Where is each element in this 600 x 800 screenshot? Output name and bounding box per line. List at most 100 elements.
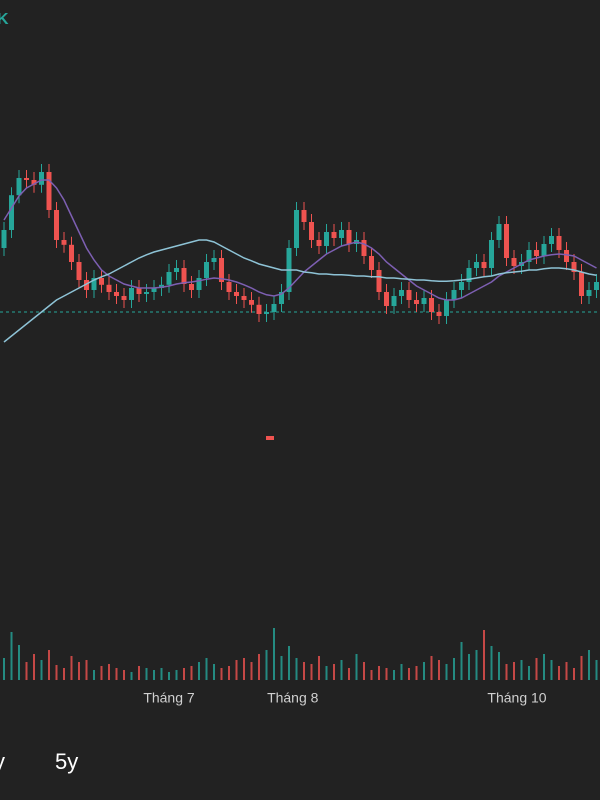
volume-bar — [490, 646, 493, 680]
volume-bar — [228, 666, 230, 680]
candle-body — [406, 290, 412, 300]
candle-body — [144, 292, 149, 294]
volume-bar — [588, 650, 590, 680]
candle-body — [489, 240, 494, 268]
candle-body — [151, 288, 157, 292]
volume-bar — [10, 632, 13, 680]
candle-body — [76, 262, 82, 280]
volume-bar — [535, 658, 538, 680]
candle-body — [54, 210, 59, 240]
volume-bar — [475, 650, 478, 680]
volume-bar — [295, 658, 298, 680]
candle-body — [346, 230, 352, 244]
volume-bar — [85, 660, 88, 680]
volume-bar — [558, 666, 560, 680]
range-button[interactable]: 5y — [55, 749, 78, 774]
volume-bar — [190, 666, 193, 680]
candle-body — [234, 292, 239, 296]
candle-body — [309, 222, 314, 240]
candle-body — [324, 232, 329, 246]
volume-bar — [288, 646, 290, 680]
candle-body — [219, 258, 224, 282]
volume-bar — [393, 670, 395, 680]
volume-bar — [243, 658, 245, 680]
candle-body — [249, 300, 254, 305]
volume-bar — [595, 660, 598, 680]
marker — [266, 436, 274, 440]
volume-bar — [160, 668, 163, 680]
candle-body — [31, 180, 37, 185]
volume-bar — [123, 670, 125, 680]
candle-body — [174, 268, 179, 272]
volume-bar — [213, 664, 215, 680]
candle-body — [526, 250, 532, 262]
volume-bar — [63, 668, 65, 680]
volume-bar — [145, 668, 148, 680]
volume-bar — [250, 662, 253, 680]
candle-body — [99, 278, 104, 285]
volume-bar — [258, 654, 260, 680]
volume-bar — [528, 666, 530, 680]
candle-body — [159, 284, 164, 288]
ticker: K — [0, 11, 9, 28]
volume-bar — [40, 660, 43, 680]
volume-bar — [483, 630, 485, 680]
volume-bar — [408, 668, 410, 680]
volume-bar — [318, 656, 320, 680]
candle-body — [181, 268, 187, 284]
candle-body — [466, 268, 472, 282]
volume-bar — [415, 666, 418, 680]
candle-body — [39, 172, 44, 185]
candle-body — [444, 300, 449, 316]
candle-body — [541, 244, 547, 256]
candle-body — [481, 262, 487, 268]
volume-bar — [205, 658, 208, 680]
volume-bar — [265, 650, 268, 680]
volume-bar — [303, 662, 305, 680]
candle-body — [294, 210, 299, 248]
candle-body — [564, 250, 569, 262]
volume-bar — [273, 628, 275, 680]
volume-bar — [100, 666, 103, 680]
moving-average — [3, 179, 597, 301]
volume-bar — [573, 668, 575, 680]
candle-body — [391, 296, 397, 306]
volume-bar — [363, 662, 365, 680]
candle-body — [84, 280, 89, 290]
volume-bar — [498, 652, 500, 680]
candle-body — [436, 312, 442, 316]
volume-bar — [18, 645, 20, 680]
range-button[interactable]: y — [0, 749, 5, 774]
volume-bar — [385, 668, 388, 680]
candle-body — [129, 288, 134, 300]
volume-bar — [115, 668, 118, 680]
volume-bar — [25, 662, 28, 680]
candle-body — [166, 272, 172, 285]
candle-body — [474, 262, 479, 268]
candle-body — [429, 298, 434, 312]
candle-body — [549, 236, 554, 244]
volume-bar — [198, 662, 200, 680]
candle-body — [414, 300, 419, 304]
volume-bar — [423, 662, 425, 680]
candle-body — [1, 230, 7, 248]
x-tick-label: Tháng 10 — [487, 690, 546, 706]
volume-bar — [235, 660, 238, 680]
candle-body — [504, 224, 509, 258]
candle-body — [61, 240, 67, 245]
candle-body — [91, 278, 97, 290]
volume-bar — [33, 654, 35, 680]
volume-bar — [138, 666, 140, 680]
volume-bar — [153, 670, 155, 680]
candle-body — [106, 284, 112, 292]
volume-bar — [130, 672, 133, 680]
volume-bar — [280, 656, 283, 680]
volume-bar — [378, 666, 380, 680]
volume-bar — [445, 664, 448, 680]
candle-body — [579, 272, 584, 296]
volume-bar — [355, 654, 358, 680]
volume-bar — [505, 664, 508, 680]
candle-body — [534, 250, 539, 256]
candle-body — [69, 244, 74, 262]
volume-bar — [168, 672, 170, 680]
